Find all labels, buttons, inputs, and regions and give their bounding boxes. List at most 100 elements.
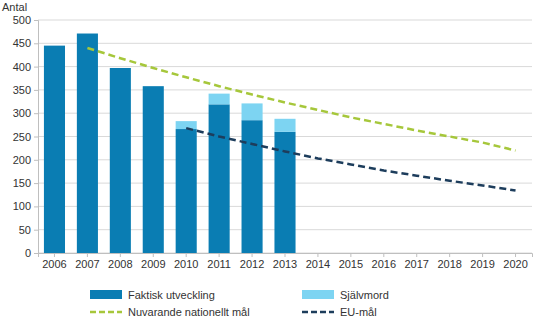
x-tick-label: 2011 — [207, 258, 231, 270]
bar — [143, 86, 164, 253]
x-tick-mark — [87, 253, 88, 257]
x-tick: 2015 — [339, 253, 363, 270]
bar — [44, 46, 65, 253]
y-tick: 450 — [13, 37, 38, 49]
y-tick-mark — [34, 230, 38, 231]
x-tick-label: 2007 — [75, 258, 99, 270]
x-tick: 2011 — [207, 253, 231, 270]
x-tick: 2013 — [273, 253, 297, 270]
x-tick: 2014 — [306, 253, 330, 270]
x-tick-label: 2015 — [339, 258, 363, 270]
legend-item: Nuvarande nationellt mål — [90, 306, 250, 318]
y-tick-label: 200 — [13, 154, 31, 166]
x-tick-label: 2010 — [174, 258, 198, 270]
x-axis-line — [39, 254, 533, 258]
y-tick-mark — [34, 43, 38, 44]
x-tick-mark — [317, 253, 318, 257]
x-tick-label: 2006 — [42, 258, 66, 270]
legend-item: Självmord — [302, 289, 389, 301]
x-tick: 2009 — [141, 253, 165, 270]
y-tick-label: 50 — [19, 224, 31, 236]
y-tick-label: 350 — [13, 84, 31, 96]
legend-swatch — [90, 311, 122, 314]
bar — [176, 121, 197, 129]
x-tick: 2012 — [240, 253, 264, 270]
y-tick: 150 — [13, 177, 38, 189]
x-tick-mark — [120, 253, 121, 257]
x-tick-label: 2019 — [470, 258, 494, 270]
y-tick: 250 — [13, 131, 38, 143]
x-tick-mark — [186, 253, 187, 257]
x-tick-label: 2020 — [503, 258, 527, 270]
x-tick-mark — [449, 253, 450, 257]
y-tick-mark — [34, 113, 38, 114]
plot: 0501001502002503003504004505002006200720… — [13, 14, 533, 270]
legend-label: EU-mål — [340, 306, 377, 318]
x-tick: 2019 — [470, 253, 494, 270]
y-tick: 200 — [13, 154, 38, 166]
y-tick: 0 — [25, 247, 38, 259]
grid-line — [38, 20, 532, 21]
y-axis: 0 50 100 150 200 250 300 350 400 450 500 — [13, 14, 39, 259]
y-tick-label: 400 — [13, 61, 31, 73]
bar — [242, 103, 263, 120]
bar-series — [44, 34, 296, 253]
line — [186, 128, 515, 190]
x-tick-label: 2017 — [404, 258, 428, 270]
y-tick-label: 450 — [13, 37, 31, 49]
bar — [242, 120, 263, 253]
x-tick-mark — [515, 253, 516, 257]
legend-label: Självmord — [340, 289, 389, 301]
y-tick-label: 250 — [13, 131, 31, 143]
x-tick: 2010 — [174, 253, 198, 270]
x-tick-label: 2013 — [273, 258, 297, 270]
x-tick-label: 2016 — [372, 258, 396, 270]
y-tick-mark — [34, 183, 38, 184]
bar — [110, 68, 131, 253]
chart: 0501001502002503003504004505002006200720… — [0, 0, 539, 332]
grid-line — [38, 43, 532, 44]
y-axis-line — [34, 21, 39, 254]
x-tick-mark — [383, 253, 384, 257]
x-tick-label: 2014 — [306, 258, 330, 270]
x-tick-mark — [482, 253, 483, 257]
x-axis: 2006 2007 2008 2009 2010 2011 2012 2013 2014 2015… — [39, 253, 533, 270]
line — [87, 48, 515, 151]
y-tick: 350 — [13, 84, 38, 96]
y-tick-mark — [34, 67, 38, 68]
y-tick-label: 500 — [13, 14, 31, 26]
x-tick: 2006 — [42, 253, 66, 270]
legend-item: EU-mål — [302, 306, 377, 318]
legend-label: Faktisk utveckling — [128, 289, 215, 301]
legend-swatch — [302, 311, 334, 314]
legend-swatch — [302, 290, 334, 299]
y-tick-mark — [34, 206, 38, 207]
legend: Faktisk utveckling Självmord Nuvarande nat… — [90, 289, 389, 318]
bar — [77, 34, 98, 253]
y-tick-mark — [34, 20, 38, 21]
x-tick-label: 2012 — [240, 258, 264, 270]
x-tick: 2008 — [108, 253, 132, 270]
x-tick-mark — [285, 253, 286, 257]
x-tick: 2016 — [372, 253, 396, 270]
x-tick-mark — [219, 253, 220, 257]
y-tick: 500 — [13, 14, 38, 26]
legend-swatch — [90, 290, 122, 299]
y-tick: 400 — [13, 61, 38, 73]
x-tick-mark — [350, 253, 351, 257]
x-tick-mark — [54, 253, 55, 257]
x-tick: 2020 — [503, 253, 527, 270]
y-tick-mark — [34, 160, 38, 161]
x-tick-label: 2008 — [108, 258, 132, 270]
bar — [274, 119, 295, 132]
x-tick-label: 2018 — [437, 258, 461, 270]
x-tick-mark — [153, 253, 154, 257]
y-tick-label: 100 — [13, 200, 31, 212]
y-tick-label: 300 — [13, 107, 31, 119]
x-tick: 2018 — [437, 253, 461, 270]
bar — [209, 104, 230, 253]
x-tick-mark — [416, 253, 417, 257]
x-tick-mark — [252, 253, 253, 257]
legend-label: Nuvarande nationellt mål — [128, 306, 250, 318]
x-tick-label: 2009 — [141, 258, 165, 270]
